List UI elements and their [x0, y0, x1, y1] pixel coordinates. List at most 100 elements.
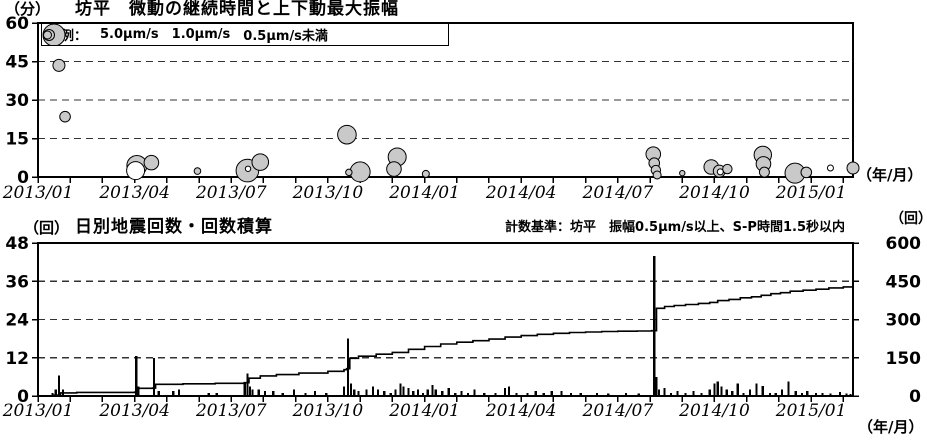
daily-count-bar — [243, 383, 246, 396]
tremor-bubble — [679, 169, 686, 177]
tremor-bubble — [846, 161, 860, 175]
legend-label-large: 5.0μm/s — [100, 27, 159, 42]
daily-count-bar — [692, 391, 695, 396]
daily-count-bar — [663, 388, 666, 396]
daily-count-bar — [353, 389, 356, 396]
daily-count-bar — [281, 392, 284, 396]
legend-item-large: 5.0μm/s — [42, 24, 159, 45]
daily-count-bar — [655, 376, 658, 396]
left-y-tick-label: 24 — [5, 311, 29, 331]
tremor-bubble — [52, 58, 66, 72]
top-x-axis-unit: （年/月） — [857, 166, 923, 184]
daily-count-bar — [534, 391, 537, 396]
daily-count-bar — [839, 392, 842, 396]
daily-count-bar — [357, 391, 360, 396]
daily-count-bar — [152, 357, 156, 396]
daily-count-bar — [473, 389, 476, 396]
top-x-axis: 2013/01 2013/04 2013/07 2013/10 2014/01 2014/… — [2, 177, 847, 203]
bottom-right-axis: 0 150 300 450 600 — [853, 234, 921, 407]
daily-count-bar — [716, 381, 719, 396]
daily-count-bar — [637, 393, 640, 396]
y-tick-label: 45 — [5, 53, 29, 73]
small-bubble-circle — [43, 30, 52, 39]
left-y-tick-label: 12 — [5, 349, 29, 369]
daily-count-bar — [494, 392, 497, 396]
daily-count-bar — [466, 392, 470, 396]
daily-count-bar — [653, 255, 656, 396]
cumulative-count-line — [38, 286, 854, 397]
daily-count-bar — [794, 391, 797, 396]
tremor-bubble — [722, 163, 733, 175]
daily-count-bar — [434, 389, 437, 396]
daily-count-bar — [676, 391, 679, 396]
daily-count-bar — [246, 373, 249, 396]
daily-count-bar — [177, 389, 181, 396]
daily-count-bar — [526, 392, 529, 396]
daily-count-bar — [607, 393, 610, 396]
daily-count-bar — [304, 392, 307, 396]
legend-label-small: 0.5μm/s未満 — [243, 29, 328, 44]
bottom-chart-right-unit-label: （回） — [890, 211, 927, 227]
daily-count-bar — [421, 392, 425, 396]
daily-count-bar — [708, 389, 711, 396]
legend-item-small: 0.5μm/s未満 — [43, 25, 328, 44]
daily-count-bar — [292, 389, 296, 396]
top-gridlines — [38, 60, 853, 140]
daily-count-bars — [51, 255, 852, 396]
daily-count-bar — [515, 392, 518, 396]
daily-count-bar — [376, 389, 379, 396]
daily-count-bar — [460, 391, 463, 396]
daily-count-bar — [781, 389, 784, 396]
daily-count-bar — [431, 384, 434, 396]
x-tick-label: 2013/04 — [98, 401, 170, 421]
tremor-bubble — [345, 168, 353, 177]
daily-count-bar — [774, 392, 777, 396]
legend-box: 凡例： 5.0μm/s 1.0μm/s 0.5μm/s未満 — [41, 23, 449, 46]
right-y-tick-label: 600 — [886, 234, 922, 254]
tremor-bubble — [251, 153, 270, 171]
x-tick-label: 2015/01 — [775, 183, 847, 203]
daily-count-bar — [684, 392, 687, 396]
daily-count-bar — [713, 383, 716, 396]
daily-count-bar — [426, 389, 429, 396]
tremor-bubble — [800, 166, 813, 179]
daily-count-bar — [814, 392, 818, 396]
daily-count-bar — [542, 392, 545, 396]
daily-count-bar — [57, 375, 61, 396]
small-bubble-icon — [43, 30, 52, 39]
x-tick-label: 2013/10 — [292, 401, 364, 421]
daily-count-bar — [365, 389, 368, 396]
left-y-tick-label: 48 — [5, 234, 29, 254]
daily-count-bar — [657, 389, 661, 396]
y-tick-label: 60 — [5, 14, 29, 34]
daily-count-bar — [383, 391, 386, 396]
x-tick-label: 2014/10 — [678, 183, 750, 203]
tremor-bubble — [143, 154, 160, 171]
daily-count-bar — [272, 391, 275, 396]
daily-count-bar — [417, 389, 420, 396]
right-y-tick-label: 150 — [886, 349, 922, 369]
daily-count-bar — [394, 389, 397, 396]
daily-count-bar — [412, 391, 415, 396]
daily-count-bar — [507, 386, 511, 396]
tremor-bubble — [386, 161, 402, 177]
daily-count-bar — [135, 356, 138, 396]
daily-count-bar — [560, 391, 563, 396]
y-tick-label: 30 — [5, 91, 29, 111]
daily-count-bar — [483, 392, 486, 396]
daily-count-bar — [845, 393, 848, 396]
daily-count-bar — [389, 392, 392, 396]
daily-count-bar — [761, 385, 764, 396]
tremor-bubble — [193, 167, 202, 175]
x-tick-label: 2014/01 — [388, 183, 460, 203]
daily-count-bar — [570, 392, 573, 396]
daily-count-bar — [350, 383, 353, 396]
right-y-tick-label: 300 — [886, 311, 922, 331]
x-tick-label: 2014/10 — [678, 401, 750, 421]
daily-count-bar — [821, 392, 824, 396]
daily-count-bar — [595, 392, 599, 396]
daily-count-bar — [748, 389, 752, 396]
left-y-tick-label: 36 — [5, 272, 29, 292]
